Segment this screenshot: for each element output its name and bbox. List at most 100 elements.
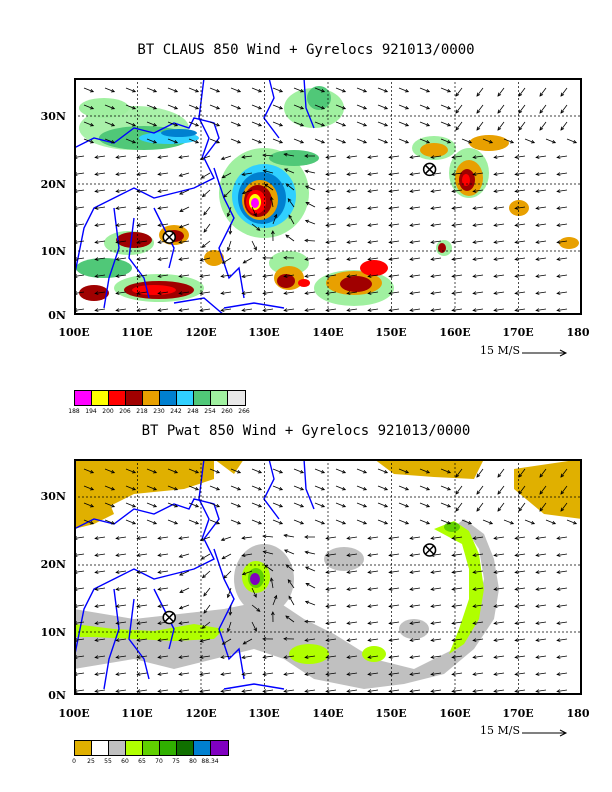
wind-vector: [223, 189, 232, 198]
colorbar-label: 60: [121, 758, 129, 765]
wind-vector: [410, 655, 421, 658]
wind-vector-head: [227, 247, 231, 252]
wind-vector-head: [228, 230, 233, 235]
wind-vector: [452, 291, 463, 294]
wind-vector: [431, 587, 442, 590]
wind-vector-head: [199, 156, 204, 161]
wind-vector: [83, 468, 94, 474]
wind-vector: [243, 638, 253, 645]
wind-vector: [305, 655, 316, 658]
wind-vector: [83, 502, 94, 508]
wind-vector: [494, 604, 505, 607]
wind-vector-head: [514, 638, 519, 642]
colorbar-swatch: [126, 741, 143, 755]
wind-vector: [263, 170, 274, 174]
wind-vector-head: [346, 587, 351, 591]
wind-vector-head: [201, 625, 206, 629]
wind-vector-head: [535, 570, 540, 574]
wind-vector-head: [346, 274, 351, 278]
wind-vector-head: [157, 553, 162, 557]
panel1-xtick-130e: 130E: [248, 326, 280, 339]
wind-vector-head: [257, 122, 263, 127]
wind-vector: [251, 621, 257, 632]
colorbar-swatch: [160, 741, 177, 755]
wind-vector-head: [430, 189, 435, 193]
wind-vector: [179, 308, 190, 311]
wind-vector-head: [409, 621, 414, 625]
wind-vector: [251, 87, 262, 93]
wind-vector-head: [152, 122, 158, 127]
wind-vector-head: [362, 520, 368, 525]
colorbar-label: 188: [68, 408, 80, 415]
wind-vector-head: [451, 274, 456, 278]
wind-vector: [545, 519, 556, 525]
wind-vector-head: [535, 553, 540, 557]
wind-vector-head: [535, 240, 540, 244]
wind-vector: [389, 689, 400, 692]
wind-vector-head: [383, 88, 389, 93]
wind-vector: [452, 155, 463, 158]
wind-vector: [494, 655, 505, 658]
wind-vector-head: [94, 621, 99, 625]
wind-vector: [473, 655, 484, 658]
wind-vector-head: [304, 308, 309, 312]
wind-vector: [440, 87, 451, 93]
wind-vector-head: [241, 689, 246, 693]
wind-vector: [95, 308, 106, 311]
panel1-ytick-10n: 10N: [40, 245, 66, 258]
wind-vector-head: [341, 88, 347, 93]
wind-vector-head: [203, 228, 208, 233]
wind-vector: [304, 240, 316, 242]
wind-vector: [272, 214, 277, 225]
wind-vector-head: [221, 555, 226, 560]
wind-vector-head: [136, 155, 141, 159]
wind-vector-head: [341, 520, 347, 525]
wind-vector: [494, 257, 505, 260]
wind-vector: [270, 197, 274, 208]
wind-vector-head: [94, 240, 99, 244]
wind-vector-head: [535, 689, 540, 693]
wind-vector: [347, 587, 358, 590]
wind-vector-head: [94, 291, 99, 295]
wind-vector: [431, 672, 442, 675]
wind-vector: [227, 621, 232, 632]
wind-vector: [116, 155, 127, 158]
panel2-map: [74, 459, 582, 695]
wind-vector-head: [264, 183, 269, 188]
wind-vector-head: [556, 240, 561, 244]
wind-vector: [305, 202, 316, 208]
wind-vector: [227, 240, 232, 251]
wind-vector-head: [178, 536, 183, 540]
wind-vector: [389, 621, 400, 624]
colorbar-swatch: [75, 391, 92, 405]
wind-vector: [347, 308, 358, 311]
wind-vector: [230, 104, 241, 110]
wind-vector: [431, 189, 442, 192]
panel2-xtick-150e: 150E: [375, 707, 407, 720]
wind-vector: [305, 291, 316, 294]
wind-vector-head: [131, 486, 137, 491]
wind-vector: [368, 621, 379, 624]
wind-vector-head: [404, 520, 410, 525]
wind-vector-head: [451, 155, 456, 159]
wind-vector-head: [518, 473, 523, 478]
wind-vector-head: [157, 570, 162, 574]
wind-vector: [264, 183, 274, 191]
wind-vector: [536, 189, 547, 192]
wind-vector: [221, 155, 232, 160]
wind-vector-head: [304, 638, 309, 642]
wind-vector: [368, 240, 379, 243]
wind-vector-head: [241, 190, 247, 195]
wind-vector-head: [173, 139, 179, 144]
wind-vector: [209, 485, 220, 491]
wind-vector-head: [497, 109, 502, 114]
wind-vector-head: [178, 173, 183, 177]
wind-vector: [560, 485, 568, 495]
wind-vector: [116, 274, 127, 277]
wind-vector: [347, 291, 358, 294]
wind-vector: [230, 138, 241, 144]
wind-vector-head: [497, 473, 502, 478]
wind-vector-head: [572, 139, 578, 144]
wind-vector-head: [115, 172, 120, 176]
wind-vector-head: [256, 227, 261, 231]
